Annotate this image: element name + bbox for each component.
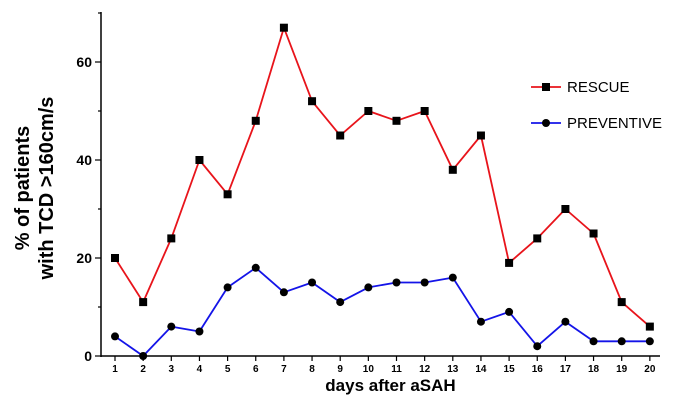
data-point-preventive [167,322,176,331]
data-point-preventive [251,263,260,272]
x-tick-label: 19 [616,364,628,375]
series-preventive [111,263,654,360]
data-point-preventive [533,342,542,351]
data-point-rescue [392,116,401,125]
x-tick-label: 17 [560,364,572,375]
data-point-rescue [223,190,232,199]
x-tick-label: 2 [140,364,146,375]
data-point-preventive [420,278,429,287]
data-point-preventive [448,273,457,282]
data-point-rescue [561,205,570,213]
y-tick-label: 40 [76,152,92,168]
legend-label-rescue: RESCUE [567,79,630,96]
data-point-preventive [505,307,514,316]
data-point-rescue [589,229,598,238]
x-tick-label: 10 [363,364,375,375]
series-line-preventive [114,266,650,357]
data-point-rescue [420,107,429,115]
data-point-preventive [111,332,119,341]
data-point-rescue [448,165,457,174]
data-point-rescue [308,97,317,106]
legend-marker-rescue [542,83,550,91]
legend-item-rescue: RESCUE [531,79,630,96]
x-tick-label: 4 [197,364,203,375]
data-point-rescue [139,298,148,307]
data-point-preventive [308,278,317,287]
data-point-preventive [589,337,598,346]
y-axis-title-line: % of patients [12,126,34,250]
series-layer [111,23,654,360]
x-tick-label: 14 [475,364,487,375]
data-point-preventive [279,288,288,297]
x-tick-label: 7 [281,364,287,375]
x-tick-label: 11 [391,364,402,375]
series-line-rescue [114,26,651,328]
data-point-preventive [561,317,570,326]
y-tick-label: 20 [76,250,92,266]
data-point-preventive [392,278,401,287]
data-point-rescue [645,322,654,331]
x-tick-label: 9 [337,364,343,375]
x-tick-label: 16 [532,364,544,375]
x-tick-label: 3 [169,364,175,375]
legend-marker-preventive [542,119,550,127]
x-tick-label: 18 [588,364,600,375]
data-point-rescue [533,234,542,243]
data-point-preventive [223,283,232,292]
data-point-preventive [336,298,345,307]
y-axis-title: % of patients with TCD >160cm/s [12,97,58,281]
data-point-rescue [111,254,119,262]
x-tick-label: 13 [447,364,459,375]
x-tick-label: 6 [253,364,259,375]
data-point-rescue [167,234,176,243]
data-point-rescue [364,107,373,115]
y-tick-label: 60 [76,54,92,70]
series-rescue [111,23,654,331]
data-point-preventive [139,352,148,360]
x-tick-label: 8 [309,364,315,375]
data-point-preventive [645,337,654,346]
data-point-preventive [617,337,626,346]
data-point-rescue [195,156,204,164]
y-tick-label: 0 [84,348,92,364]
legend-label-preventive: PREVENTIVE [567,115,662,132]
legend-item-preventive: PREVENTIVE [531,115,662,132]
x-tick-label: 1 [112,364,118,375]
x-tick-label: 5 [225,364,231,375]
data-point-preventive [364,283,373,292]
data-point-preventive [195,327,204,336]
data-point-preventive [476,317,485,326]
data-point-rescue [336,131,345,140]
x-tick-label: 15 [504,364,516,375]
data-point-rescue [476,131,485,140]
data-point-rescue [279,23,288,32]
data-point-rescue [251,116,260,125]
legend: RESCUE PREVENTIVE [531,79,662,132]
data-point-rescue [505,258,514,267]
data-point-rescue [617,298,626,307]
x-axis-title: days after aSAH [325,376,455,395]
x-tick-label: 20 [644,364,656,375]
x-tick-label: 12 [419,364,431,375]
y-axis-title-line: with TCD >160cm/s [36,97,58,281]
